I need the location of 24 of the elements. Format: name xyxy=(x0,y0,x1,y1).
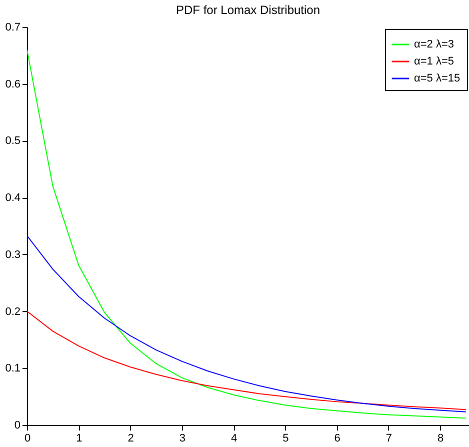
y-tick-label: 0.1 xyxy=(5,362,20,375)
x-tick-label: 7 xyxy=(386,432,392,444)
legend-label: α=2 λ=3 xyxy=(414,38,454,50)
legend-label: α=1 λ=5 xyxy=(414,56,454,68)
line-series xyxy=(27,49,466,419)
x-tick-label: 5 xyxy=(282,432,289,444)
y-tick-label: 0.5 xyxy=(5,135,20,148)
y-tick-label: 0.7 xyxy=(5,22,20,34)
y-tick-label: 0.4 xyxy=(5,192,20,204)
x-tick-label: 0 xyxy=(24,432,31,444)
line-series xyxy=(27,235,466,412)
y-tick-label: 0 xyxy=(14,420,20,432)
y-tick-label: 0.6 xyxy=(5,78,20,90)
chart-title: PDF for Lomax Distribution xyxy=(176,3,320,17)
y-tick-label: 0.3 xyxy=(5,248,20,261)
legend-label: α=5 λ=15 xyxy=(414,72,460,84)
line-series xyxy=(27,310,466,410)
x-tick-label: 2 xyxy=(128,432,134,444)
x-tick-label: 1 xyxy=(76,432,82,444)
y-tick-label: 0.2 xyxy=(5,306,20,318)
x-tick-label: 6 xyxy=(334,432,340,444)
x-tick-label: 8 xyxy=(438,432,444,444)
x-tick-label: 3 xyxy=(179,432,186,444)
x-tick-label: 4 xyxy=(230,432,238,444)
